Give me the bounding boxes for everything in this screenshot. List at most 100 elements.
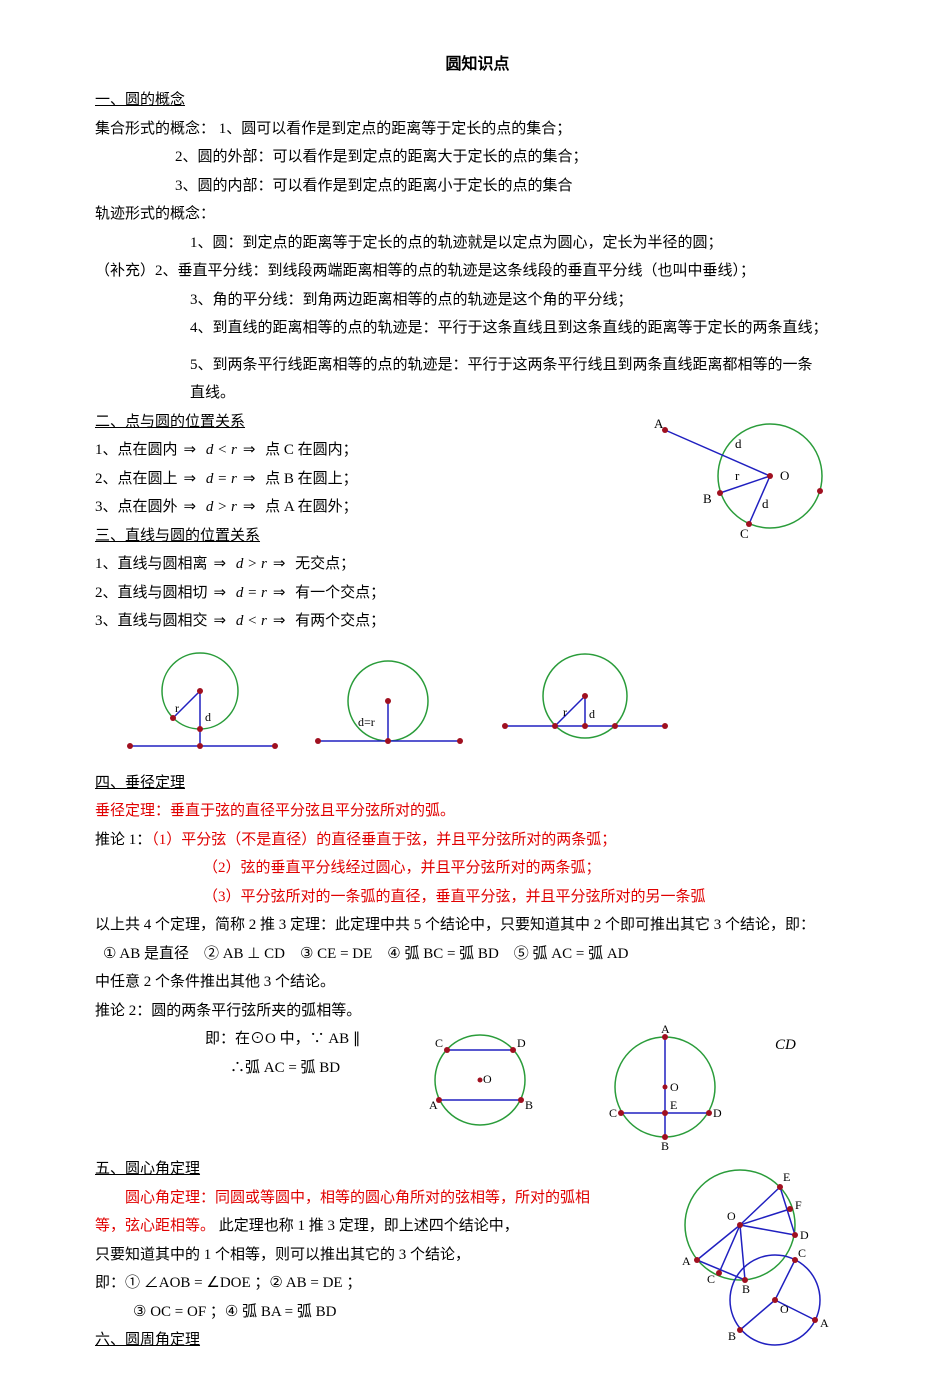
s1-set3: 3、圆的内部：可以看作是到定点的距离小于定长的点的集合 — [95, 172, 860, 201]
svg-text:d=r: d=r — [358, 715, 375, 729]
svg-text:B: B — [742, 1282, 750, 1296]
arrow-icon: ⇒ — [178, 499, 203, 515]
svg-text:d: d — [735, 436, 742, 451]
arrow-icon: ⇒ — [208, 556, 233, 572]
s1-t1: 1、圆：到定点的距离等于定长的点的轨迹就是以定点为圆心，定长为半径的圆； — [95, 229, 860, 258]
s4-ie2: ∴弧 AC = 弧 BD — [230, 1060, 340, 1076]
s5-p2a: 即：① ∠AOB = ∠DOE ；② AB = DE ； — [95, 1275, 361, 1291]
s3-r3a: 3、直线与圆相交 — [95, 613, 208, 629]
svg-text:B: B — [728, 1329, 736, 1343]
s1-t5b: 直线。 — [95, 379, 860, 408]
s2-r1b: d < r — [206, 442, 237, 458]
s1-t2pre: （补充） — [95, 263, 155, 279]
arrow-icon: ⇒ — [267, 556, 292, 572]
s2-r2c: 点 B 在圆上； — [265, 471, 358, 487]
s4-p1: 以上共 4 个定理，简称 2 推 3 定理：此定理中共 5 个结论中，只要知道其… — [95, 911, 860, 940]
figure-line-circle-row: r d d=r r d — [125, 646, 860, 761]
s3-r1a: 1、直线与圆相离 — [95, 556, 208, 572]
s1-set2: 2、圆的外部：可以看作是到定点的距离大于定长的点的集合； — [95, 143, 860, 172]
figure-separate: r d — [125, 646, 280, 761]
s3-r3c: 有两个交点； — [295, 613, 385, 629]
s1-set1: 1、圆可以看作是到定点的距离等于定长的点的集合； — [219, 121, 572, 137]
svg-text:E: E — [670, 1098, 677, 1112]
svg-text:d: d — [589, 707, 595, 721]
s2-r3c: 点 A 在圆外； — [265, 499, 358, 515]
figure-parallel-chords: C D A B O — [395, 1025, 565, 1135]
s4-c2: 推论 2：圆的两条平行弦所夹的弧相等。 — [95, 997, 860, 1026]
s2-r1a: 1、点在圆内 — [95, 442, 178, 458]
s5-thm2: 等，弦心距相等。 — [95, 1218, 215, 1234]
s5-rest: 此定理也称 1 推 3 定理，即上述四个结论中， — [215, 1218, 519, 1234]
s3-r1b: d > r — [236, 556, 267, 572]
svg-text:O: O — [780, 1302, 789, 1316]
arrow-icon: ⇒ — [267, 613, 292, 629]
figure-point-circle: A B C O d r d — [640, 408, 860, 553]
arrow-icon: ⇒ — [178, 471, 203, 487]
s1-tracelabel: 轨迹形式的概念： — [95, 200, 860, 229]
arrow-icon: ⇒ — [208, 585, 233, 601]
svg-text:C: C — [740, 526, 749, 541]
s2-r2b: d = r — [206, 471, 237, 487]
s3-r3b: d < r — [236, 613, 267, 629]
s2-r3a: 3、点在圆外 — [95, 499, 178, 515]
s2-r3b: d > r — [206, 499, 237, 515]
arrow-icon: ⇒ — [267, 585, 292, 601]
arrow-icon: ⇒ — [178, 442, 203, 458]
s4-c1-3: （3）平分弦所对的一条弧的直径，垂直平分弦，并且平分弦所对的另一条弧 — [95, 883, 860, 912]
svg-text:D: D — [517, 1036, 526, 1050]
svg-text:F: F — [795, 1198, 802, 1212]
s4-thm: 垂径定理：垂直于弦的直径平分弦且平分弦所对的弧。 — [95, 797, 860, 826]
svg-text:d: d — [205, 710, 211, 724]
s2-r1c: 点 C 在圆内； — [265, 442, 358, 458]
svg-text:C: C — [435, 1036, 443, 1050]
s4-heading: 四、垂径定理 — [95, 769, 185, 798]
figure-central-angle: A B C D E F O O B A C — [645, 1155, 860, 1355]
s4-p2: 中任意 2 个条件推出其他 3 个结论。 — [95, 968, 860, 997]
svg-text:O: O — [780, 468, 789, 483]
svg-text:A: A — [654, 416, 664, 431]
s1-setlabel: 集合形式的概念： — [95, 121, 215, 137]
arrow-icon: ⇒ — [237, 442, 262, 458]
figure-perp-diameter: A B C D O E — [585, 1025, 755, 1155]
figure-tangent: d=r — [310, 646, 465, 761]
figure-intersect: r d — [495, 646, 670, 761]
svg-text:E: E — [783, 1170, 790, 1184]
arrow-icon: ⇒ — [208, 613, 233, 629]
s3-heading: 三、直线与圆的位置关系 — [95, 522, 260, 551]
svg-text:A: A — [682, 1254, 691, 1268]
s4-c1-2: （2）弦的垂直平分线经过圆心，并且平分弦所对的两条弧； — [95, 854, 860, 883]
s3-r1c: 无交点； — [295, 556, 355, 572]
svg-text:O: O — [670, 1080, 679, 1094]
s1-t4: 4、到直线的距离相等的点的轨迹是：平行于这条直线且到这条直线的距离等于定长的两条… — [95, 314, 860, 343]
s1-t3: 3、角的平分线：到角两边距离相等的点的轨迹是这个角的平分线； — [95, 286, 860, 315]
page-title: 圆知识点 — [95, 50, 860, 80]
s4-cd: CD — [755, 1025, 796, 1060]
s5-thm1: 圆心角定理：同圆或等圆中，相等的圆心角所对的弦相等，所对的弧相 — [125, 1190, 590, 1206]
s2-r2a: 2、点在圆上 — [95, 471, 178, 487]
s3-r2c: 有一个交点； — [295, 585, 385, 601]
svg-text:d: d — [762, 496, 769, 511]
svg-text:A: A — [820, 1316, 829, 1330]
s1-heading: 一、圆的概念 — [95, 86, 185, 115]
svg-text:D: D — [800, 1228, 809, 1242]
svg-text:O: O — [727, 1209, 736, 1223]
s5-p1: 只要知道其中的 1 个相等，则可以推出其它的 3 个结论， — [95, 1241, 645, 1270]
svg-text:B: B — [661, 1139, 669, 1153]
s1-t5a: 5、到两条平行线距离相等的点的轨迹是：平行于这两条平行线且到两条直线距离都相等的… — [95, 351, 860, 380]
s5-p2b: ③ OC = OF ；④ 弧 BA = 弧 BD — [133, 1304, 336, 1320]
svg-text:r: r — [735, 468, 740, 483]
svg-text:C: C — [609, 1106, 617, 1120]
s2-heading: 二、点与圆的位置关系 — [95, 408, 245, 437]
svg-text:r: r — [563, 705, 567, 719]
s4-ie1: 即：在⊙O 中，∵ AB ∥ — [95, 1025, 395, 1054]
arrow-icon: ⇒ — [237, 471, 262, 487]
svg-text:C: C — [798, 1246, 806, 1260]
s4-syms: ① AB 是直径 ② AB ⊥ CD ③ CE = DE ④ 弧 BC = 弧 … — [95, 940, 860, 969]
svg-text:O: O — [483, 1072, 492, 1086]
svg-text:B: B — [525, 1098, 533, 1112]
svg-text:B: B — [703, 491, 712, 506]
svg-text:A: A — [661, 1025, 670, 1036]
s3-r2a: 2、直线与圆相切 — [95, 585, 208, 601]
s4-c1-1: （1）平分弦（不是直径）的直径垂直于弦，并且平分弦所对的两条弧； — [151, 832, 616, 848]
s6-heading: 六、圆周角定理 — [95, 1326, 200, 1355]
